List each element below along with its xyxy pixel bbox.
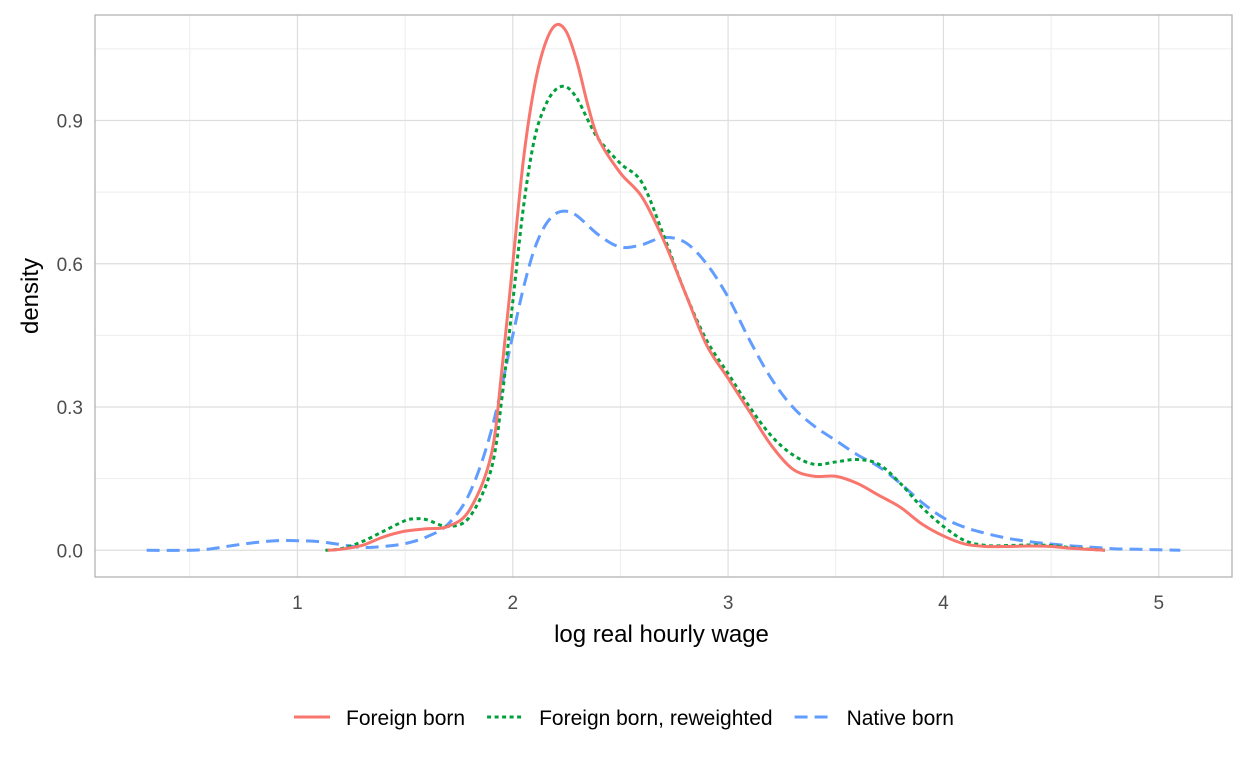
x-axis-title: log real hourly wage <box>554 621 769 648</box>
legend-label: Native born <box>847 707 954 730</box>
series-lines <box>146 22 1181 552</box>
x-tick-label: 5 <box>1153 593 1164 614</box>
x-tick-label: 4 <box>938 593 949 614</box>
legend-label: Foreign born <box>346 707 465 730</box>
legend: Foreign born Foreign born, reweighted Nati… <box>294 707 954 730</box>
legend-item: Foreign born, reweighted <box>487 707 773 730</box>
x-axis-tick-labels: 1 2 3 4 5 <box>292 593 1164 614</box>
legend-item: Native born <box>794 707 954 730</box>
y-tick-label: 0.3 <box>57 398 83 419</box>
x-tick-label: 1 <box>292 593 303 614</box>
y-axis-tick-labels: 0.0 0.3 0.6 0.9 <box>57 112 83 563</box>
legend-label: Foreign born, reweighted <box>539 707 772 730</box>
y-tick-label: 0.0 <box>57 541 83 562</box>
y-axis-title: density <box>17 258 44 334</box>
x-tick-label: 2 <box>507 593 518 614</box>
legend-item: Foreign born <box>294 707 465 730</box>
panel-border <box>94 14 1233 578</box>
series-line-foreign-born <box>327 22 1106 552</box>
y-tick-label: 0.6 <box>57 255 83 276</box>
y-tick-label: 0.9 <box>57 112 83 133</box>
x-tick-label: 3 <box>723 593 734 614</box>
minor-gridlines <box>95 15 1232 577</box>
major-gridlines <box>95 15 1232 577</box>
